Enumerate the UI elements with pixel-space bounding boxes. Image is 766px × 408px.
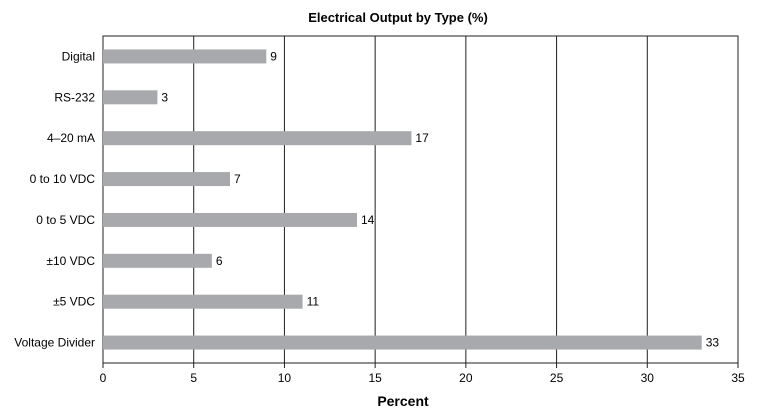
data-label: 11 [307,295,320,309]
grid-lines [193,36,648,363]
data-label: 6 [216,254,223,268]
data-label: 17 [415,131,429,145]
x-tick-label: 35 [731,371,745,385]
plot-frame [102,35,739,364]
y-category-label: Digital [62,49,95,63]
bar [103,253,212,268]
x-tick-label: 25 [550,371,564,385]
x-axis-title: Percent [377,393,429,408]
data-label: 3 [161,90,168,104]
x-axis-ticks: 0 5 10 15 20 25 30 35 [100,363,745,385]
chart-title: Electrical Output by Type (%) [308,10,488,25]
data-label: 7 [234,172,241,186]
y-axis-labels: Digital RS-232 4–20 mA 0 to 10 VDC 0 to 5 VD… [14,49,95,349]
x-tick-label: 20 [459,371,473,385]
bar [103,49,267,64]
data-label: 9 [270,49,277,63]
bar [103,212,357,227]
y-category-label: 0 to 5 VDC [36,213,95,227]
y-category-label: 4–20 mA [47,131,95,145]
data-label: 14 [361,213,375,227]
x-tick-label: 10 [278,371,292,385]
y-category-label: Voltage Divider [14,336,95,350]
bar [103,172,230,187]
bar [103,335,702,350]
x-tick-label: 0 [100,371,107,385]
y-category-label: ±10 VDC [46,254,95,268]
x-tick-label: 5 [190,371,197,385]
x-tick-label: 30 [641,371,655,385]
y-category-label: 0 to 10 VDC [30,172,96,186]
y-category-label: ±5 VDC [53,295,95,309]
bars-group: 9 3 17 7 14 6 11 33 [103,49,720,350]
bar [103,294,303,309]
bar [103,131,412,146]
y-category-label: RS-232 [54,90,95,104]
bar [103,90,158,105]
x-tick-label: 15 [368,371,382,385]
data-label: 33 [706,336,720,350]
